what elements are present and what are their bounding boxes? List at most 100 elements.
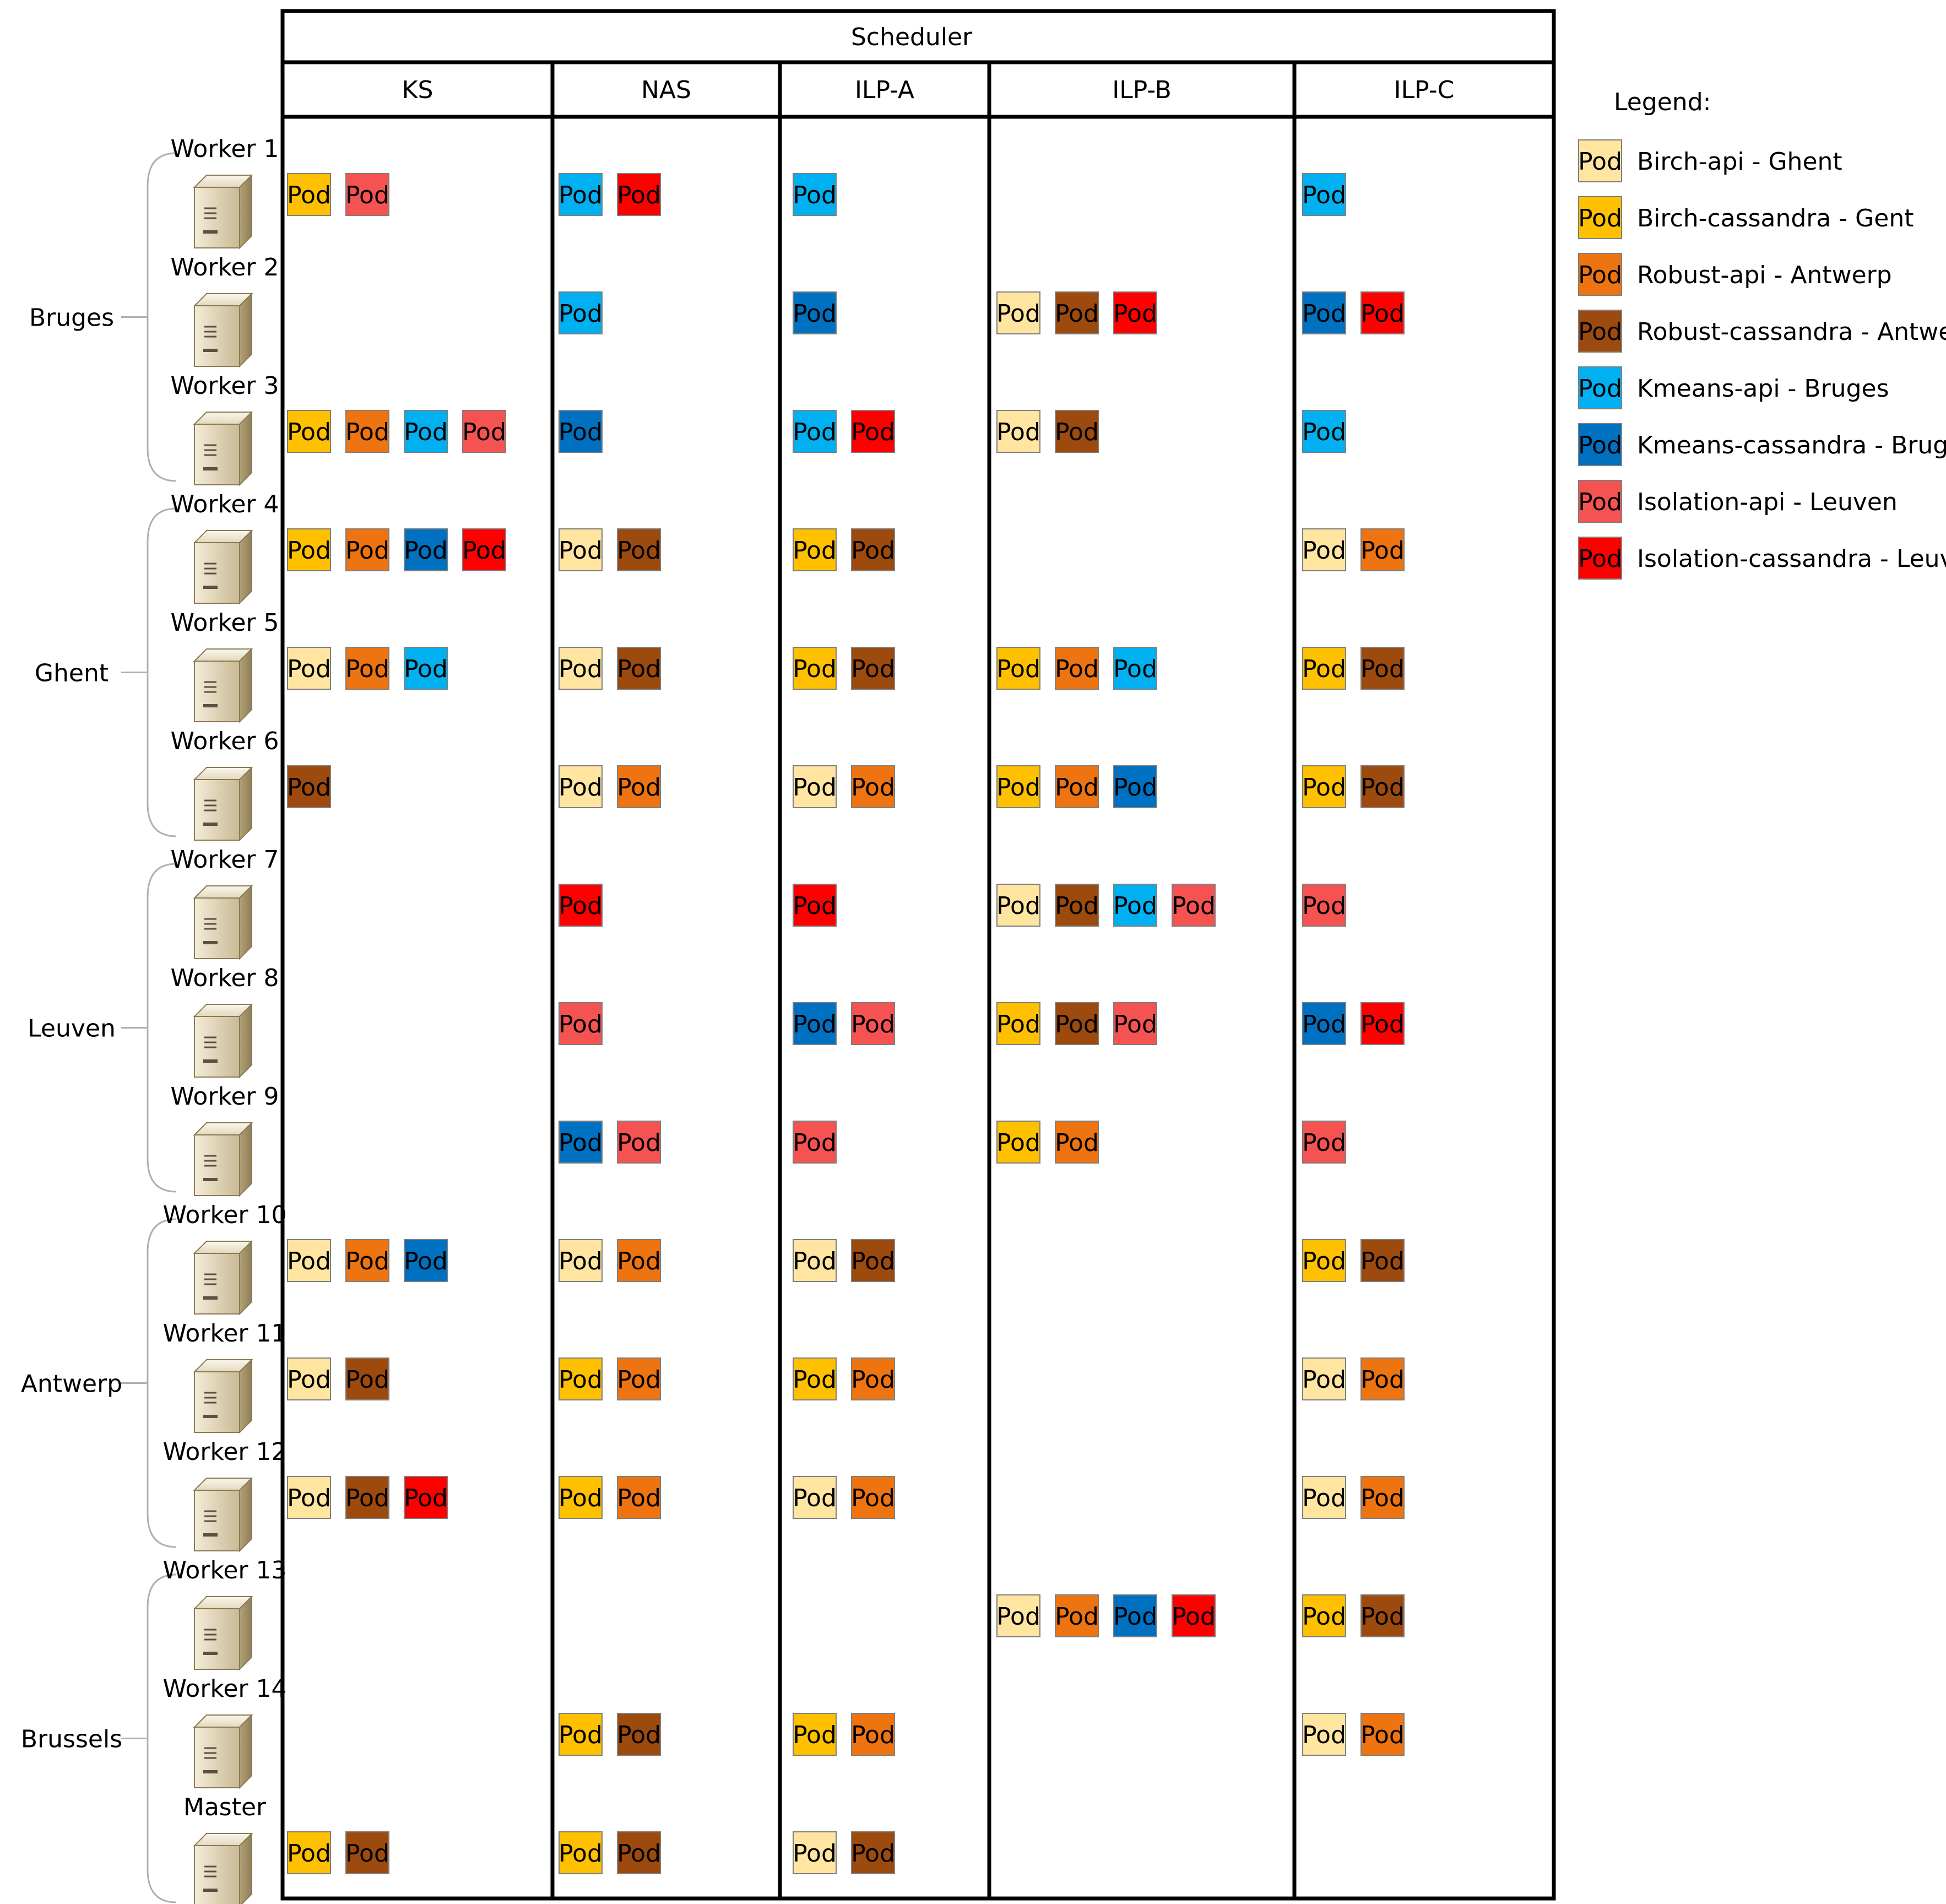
pod-box — [1578, 139, 1622, 182]
pod-ic: Pod — [1113, 291, 1157, 334]
pod-label: Pod — [617, 1721, 661, 1749]
legend-swatch-rc: Pod — [1578, 310, 1622, 353]
legend-swatch-ba: Pod — [1578, 139, 1622, 182]
worker-label: Master — [183, 1793, 267, 1821]
pod-label: Pod — [1302, 181, 1346, 209]
pod-label: Pod — [1302, 655, 1346, 683]
pod-box — [1578, 480, 1622, 523]
pod-ra: Pod — [345, 410, 389, 453]
legend-swatch-bc: Pod — [1578, 196, 1622, 239]
worker-nodes: Worker 1 Worker 2 Worker 3 Worker 4 Worker 5… — [163, 135, 287, 1904]
pod-box — [345, 173, 389, 216]
pod-box — [1302, 765, 1346, 808]
pod-label: Pod — [1360, 537, 1405, 565]
pod-box — [1578, 196, 1622, 239]
pod-ia: Pod — [1172, 884, 1216, 927]
pod-label: Pod — [617, 655, 661, 683]
pod-ba: Pod — [1302, 1713, 1346, 1756]
pod-label: Pod — [287, 1247, 331, 1275]
scheduler-table: Scheduler KS NAS ILP-A ILP-B ILP-C — [280, 9, 1556, 1901]
pod-box — [1055, 647, 1099, 690]
pod-bc: Pod — [1302, 765, 1346, 808]
column-header-nas: NAS — [641, 76, 691, 104]
pod-ic: Pod — [1172, 1594, 1216, 1637]
pod-box — [617, 528, 661, 571]
pod-label: Pod — [1302, 1484, 1346, 1512]
column-dividers — [550, 62, 1297, 1898]
pod-box — [793, 410, 837, 453]
scheduler-title: Scheduler — [851, 23, 973, 51]
pod-label: Pod — [287, 181, 331, 209]
pod-label: Pod — [1360, 655, 1405, 683]
pod-box — [404, 1476, 448, 1519]
server-icon — [193, 292, 253, 368]
pod-rc: Pod — [617, 647, 661, 690]
worker-label: Worker 8 — [171, 964, 279, 992]
pod-box — [1113, 1002, 1157, 1045]
worker-label: Worker 9 — [171, 1083, 279, 1111]
pod-label: Pod — [793, 537, 837, 565]
pod-box — [1302, 884, 1346, 927]
pod-label: Pod — [1302, 774, 1346, 802]
pod-bc: Pod — [793, 647, 837, 690]
pod-label: Pod — [793, 1010, 837, 1038]
pod-box — [617, 173, 661, 216]
pod-label: Pod — [1360, 1603, 1405, 1631]
pod-label: Pod — [404, 418, 448, 446]
pod-box — [287, 1476, 331, 1519]
pod-label: Pod — [1113, 774, 1157, 802]
pod-box — [345, 647, 389, 690]
pod-box — [1113, 884, 1157, 927]
pod-label: Pod — [287, 1840, 331, 1868]
pod-box — [851, 1239, 895, 1282]
server-icon — [193, 1595, 253, 1671]
legend-label: Isolation-api - Leuven — [1637, 488, 1898, 516]
pod-box — [345, 528, 389, 571]
pod-box — [559, 1121, 603, 1164]
pod-label: Pod — [793, 1721, 837, 1749]
pod-box — [1578, 537, 1622, 580]
pod-box — [1302, 291, 1346, 334]
pod-kc: Pod — [793, 1002, 837, 1045]
worker-label: Worker 10 — [163, 1201, 287, 1229]
server-icon — [193, 529, 253, 605]
pod-box — [1302, 1594, 1346, 1637]
region-groups: Bruges Ghent Leuven Antwerp Brussels — [21, 152, 177, 1903]
pod-rc: Pod — [851, 1239, 895, 1282]
pod-label: Pod — [1578, 545, 1622, 573]
pod-box — [851, 647, 895, 690]
pod-box — [617, 647, 661, 690]
pod-box — [404, 410, 448, 453]
region-label-ghent: Ghent — [35, 659, 109, 688]
pod-label: Pod — [1302, 1010, 1346, 1038]
pod-kc: Pod — [404, 528, 448, 571]
pod-box — [617, 1357, 661, 1400]
pod-box — [1055, 884, 1099, 927]
pod-label: Pod — [345, 418, 389, 446]
pod-box — [345, 1831, 389, 1874]
pod-box — [793, 884, 837, 927]
legend: Legend: Pod Birch-api - Ghent Pod Birch-cas… — [1578, 88, 1946, 580]
pod-box — [404, 528, 448, 571]
pod-label: Pod — [345, 1366, 389, 1394]
pod-box — [559, 765, 603, 808]
pod-label: Pod — [559, 1721, 603, 1749]
pod-box — [1360, 765, 1405, 808]
pod-bc: Pod — [793, 1357, 837, 1400]
pod-label: Pod — [559, 1247, 603, 1275]
pod-box — [617, 765, 661, 808]
pod-label: Pod — [1055, 774, 1099, 802]
pod-ba: Pod — [559, 647, 603, 690]
pod-label: Pod — [1055, 892, 1099, 920]
pod-ra: Pod — [851, 1713, 895, 1756]
pod-label: Pod — [851, 1366, 895, 1394]
pod-label: Pod — [559, 1010, 603, 1038]
pod-box — [1302, 410, 1346, 453]
pod-box — [1302, 1357, 1346, 1400]
table-outer-border — [280, 9, 1556, 1901]
pod-ia: Pod — [1302, 1121, 1346, 1164]
pod-label: Pod — [996, 1129, 1040, 1157]
pod-box — [793, 647, 837, 690]
pod-ra: Pod — [617, 1357, 661, 1400]
region-brace — [147, 507, 177, 837]
